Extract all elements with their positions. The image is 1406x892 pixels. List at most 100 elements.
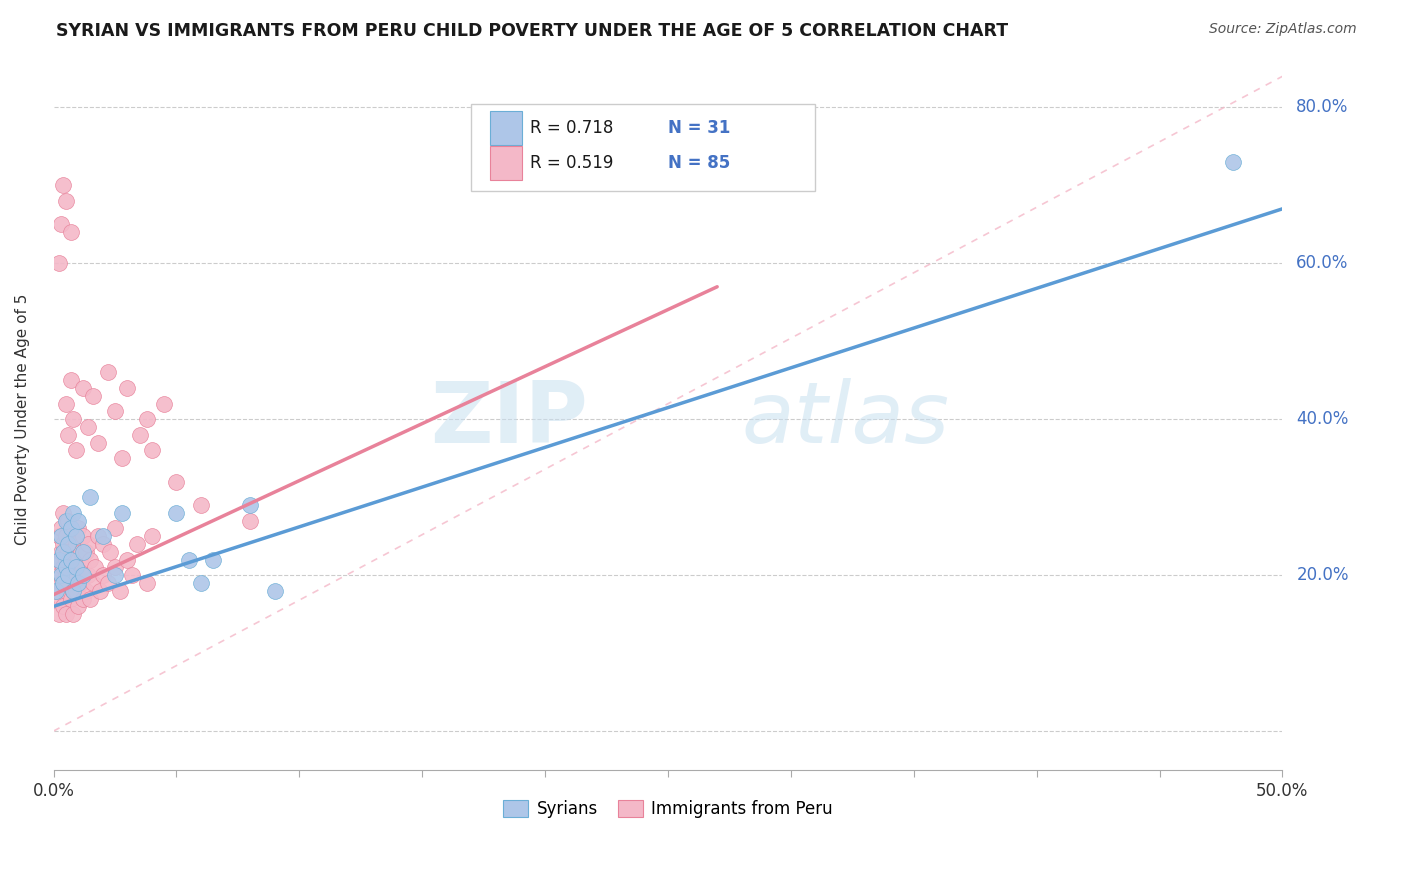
Point xyxy=(177,552,200,566)
Point xyxy=(128,427,150,442)
Point xyxy=(190,576,212,591)
Point xyxy=(89,583,111,598)
Point xyxy=(65,537,87,551)
Point xyxy=(91,529,114,543)
Point xyxy=(58,537,80,551)
Point xyxy=(65,529,87,543)
Point xyxy=(52,506,75,520)
Point xyxy=(72,381,94,395)
Point xyxy=(97,576,120,591)
Point xyxy=(52,599,75,614)
Point xyxy=(62,583,84,598)
Point xyxy=(52,560,75,574)
Text: 40.0%: 40.0% xyxy=(1296,410,1348,428)
Point xyxy=(111,506,134,520)
Point xyxy=(166,506,188,520)
Point xyxy=(87,435,110,450)
Point xyxy=(55,607,77,621)
Point xyxy=(52,537,75,551)
Point xyxy=(190,498,212,512)
Point xyxy=(104,404,127,418)
FancyBboxPatch shape xyxy=(471,103,815,191)
Point xyxy=(62,545,84,559)
Point xyxy=(82,389,104,403)
Text: N = 85: N = 85 xyxy=(668,154,730,172)
Point xyxy=(127,537,149,551)
Point xyxy=(55,560,77,574)
Point xyxy=(67,552,90,566)
Point xyxy=(65,560,87,574)
Point xyxy=(48,552,70,566)
Y-axis label: Child Poverty Under the Age of 5: Child Poverty Under the Age of 5 xyxy=(15,293,30,545)
Text: atlas: atlas xyxy=(742,377,949,461)
Point xyxy=(55,529,77,543)
Point xyxy=(104,521,127,535)
Point xyxy=(55,568,77,582)
Point xyxy=(58,576,80,591)
Point xyxy=(141,443,163,458)
Point xyxy=(59,521,82,535)
Point xyxy=(52,178,75,193)
Point xyxy=(58,545,80,559)
Point xyxy=(62,583,84,598)
Point xyxy=(75,583,97,598)
Point xyxy=(1222,155,1244,169)
Point xyxy=(65,443,87,458)
Point xyxy=(62,506,84,520)
Point xyxy=(59,591,82,606)
Point xyxy=(67,576,90,591)
Point xyxy=(59,373,82,387)
Point xyxy=(69,576,91,591)
Point xyxy=(87,529,110,543)
Point xyxy=(141,529,163,543)
Text: SYRIAN VS IMMIGRANTS FROM PERU CHILD POVERTY UNDER THE AGE OF 5 CORRELATION CHAR: SYRIAN VS IMMIGRANTS FROM PERU CHILD POV… xyxy=(56,22,1008,40)
Point xyxy=(79,591,101,606)
Point xyxy=(49,218,72,232)
Text: 20.0%: 20.0% xyxy=(1296,566,1348,584)
Point xyxy=(84,560,107,574)
Point xyxy=(67,599,90,614)
Text: Source: ZipAtlas.com: Source: ZipAtlas.com xyxy=(1209,22,1357,37)
Text: ZIP: ZIP xyxy=(430,377,588,461)
Text: 80.0%: 80.0% xyxy=(1296,98,1348,117)
Point xyxy=(72,560,94,574)
Point xyxy=(55,583,77,598)
Point xyxy=(153,397,176,411)
Point xyxy=(111,451,134,466)
Point xyxy=(49,591,72,606)
Point xyxy=(104,568,127,582)
Point xyxy=(79,552,101,566)
Point xyxy=(59,552,82,566)
Point xyxy=(136,412,159,426)
Point xyxy=(62,607,84,621)
Point xyxy=(67,521,90,535)
Point xyxy=(263,583,285,598)
Point xyxy=(65,568,87,582)
Point xyxy=(239,514,262,528)
Point xyxy=(98,545,121,559)
Point xyxy=(45,583,67,598)
Point xyxy=(45,552,67,566)
Text: R = 0.519: R = 0.519 xyxy=(530,154,614,172)
Text: N = 31: N = 31 xyxy=(668,120,730,137)
Text: R = 0.718: R = 0.718 xyxy=(530,120,614,137)
Legend: Syrians, Immigrants from Peru: Syrians, Immigrants from Peru xyxy=(496,793,839,825)
Point xyxy=(65,583,87,598)
Point xyxy=(104,560,127,574)
Point xyxy=(45,583,67,598)
Point xyxy=(58,568,80,582)
Point xyxy=(59,521,82,535)
Point xyxy=(48,256,70,270)
Point xyxy=(52,576,75,591)
Point xyxy=(72,568,94,582)
Point xyxy=(55,514,77,528)
Point xyxy=(52,545,75,559)
Point xyxy=(91,568,114,582)
Point xyxy=(72,591,94,606)
Point xyxy=(77,420,100,434)
Point xyxy=(49,521,72,535)
Point xyxy=(166,475,188,489)
Point xyxy=(49,529,72,543)
Point xyxy=(239,498,262,512)
Point xyxy=(117,381,139,395)
